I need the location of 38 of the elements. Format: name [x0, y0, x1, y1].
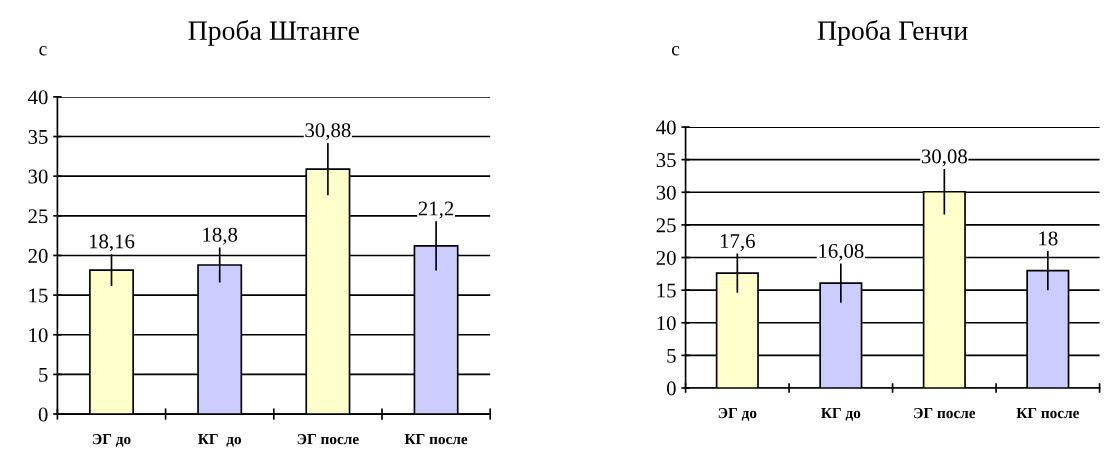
y-tick-label: 25 [28, 209, 48, 224]
x-tick-label: КГ после [1016, 408, 1080, 419]
y-tick-label: 10 [29, 328, 48, 343]
chart-title: Проба Штанге [188, 19, 359, 46]
x-tick-label: ЭГ до [718, 407, 757, 421]
y-tick-label: 30 [656, 185, 676, 200]
data-label: 30,88 [305, 123, 351, 141]
y-tick-label: 30 [28, 169, 48, 184]
y-tick-label: 0 [38, 407, 48, 422]
data-label: 18,8 [203, 227, 238, 245]
data-label: 18 [1039, 231, 1058, 246]
y-tick-label: 20 [28, 248, 48, 263]
y-tick-label: 5 [667, 348, 676, 363]
y-tick-label: 15 [657, 283, 676, 298]
y-tick-label: 35 [28, 129, 48, 144]
data-label: 16,08 [819, 243, 864, 261]
x-tick-label: КГ после [404, 434, 468, 445]
data-label: 18,16 [89, 234, 135, 252]
data-label: 17,6 [720, 234, 755, 252]
y-tick-label: 0 [666, 381, 676, 396]
x-tick-label: ЭГ после [297, 433, 359, 445]
y-tick-label: 20 [656, 250, 676, 265]
y-tick-label: 25 [656, 218, 676, 233]
x-tick-label: КГ до [821, 408, 861, 421]
data-label: 30,08 [921, 149, 967, 167]
y-tick-label: 35 [656, 153, 676, 168]
y-axis-title: с [39, 46, 47, 56]
y-tick-label: 40 [27, 90, 48, 105]
y-tick-label: 5 [39, 367, 48, 382]
x-tick-label: КГ до [198, 434, 242, 447]
x-tick-label: ЭГ до [92, 433, 131, 447]
y-tick-label: 15 [29, 288, 48, 303]
y-tick-label: 40 [656, 120, 676, 135]
x-tick-label: ЭГ после [914, 407, 976, 419]
chart-title: Проба Генчи [817, 19, 968, 46]
y-axis-title: с [671, 46, 680, 56]
data-label: 21,2 [418, 201, 454, 219]
y-tick-label: 10 [657, 316, 676, 331]
